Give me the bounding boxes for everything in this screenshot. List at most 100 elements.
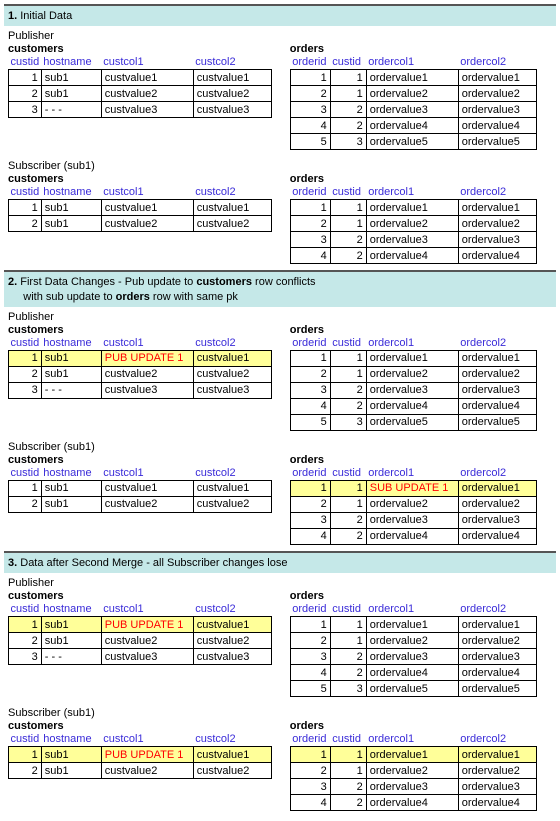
column-header: hostname — [41, 186, 101, 200]
table-row: 32ordervalue3ordervalue3 — [290, 232, 536, 248]
role-block: Publishercustomerscustidhostnamecustcol1… — [4, 307, 556, 437]
table-cell: 3 — [290, 779, 330, 795]
data-table: custidhostnamecustcol1custcol21sub1PUB U… — [8, 603, 272, 665]
table-cell: 4 — [290, 665, 330, 681]
table-cell: custvalue3 — [101, 649, 193, 665]
table-title: customers — [8, 454, 272, 466]
table-cell: 2 — [290, 86, 330, 102]
table-cell: ordervalue5 — [366, 414, 458, 430]
table-cell: ordervalue4 — [458, 795, 536, 811]
table-cell: 3 — [9, 649, 42, 665]
column-header: orderid — [290, 733, 330, 747]
table-row: 2sub1custvalue2custvalue2 — [9, 633, 272, 649]
table-cell: 4 — [290, 528, 330, 544]
table-cell: 3 — [330, 681, 366, 697]
table-row: 11ordervalue1ordervalue1 — [290, 747, 536, 763]
table-title: orders — [290, 590, 537, 602]
data-table: custidhostnamecustcol1custcol21sub1custv… — [8, 467, 272, 513]
section-header: 3. Data after Second Merge - all Subscri… — [4, 551, 556, 573]
table-row: 11ordervalue1ordervalue1 — [290, 350, 536, 366]
column-header: hostname — [41, 337, 101, 351]
data-table: custidhostnamecustcol1custcol21sub1custv… — [8, 186, 272, 232]
table-row: 32ordervalue3ordervalue3 — [290, 779, 536, 795]
table-cell: custvalue1 — [193, 350, 271, 366]
column-header: custid — [330, 337, 366, 351]
column-header: ordercol2 — [458, 733, 536, 747]
table-cell: 2 — [9, 633, 42, 649]
column-header: hostname — [41, 467, 101, 481]
table-cell: ordervalue2 — [366, 633, 458, 649]
table-cell: custvalue1 — [193, 480, 271, 496]
table-cell: ordervalue1 — [458, 350, 536, 366]
table-cell: 3 — [290, 232, 330, 248]
table-row: 2sub1custvalue2custvalue2 — [9, 366, 272, 382]
table-cell: ordervalue2 — [366, 496, 458, 512]
table-cell: ordervalue2 — [366, 763, 458, 779]
orders-wrap: ordersorderidcustidordercol1ordercol211S… — [290, 454, 537, 545]
tables-row: customerscustidhostnamecustcol1custcol21… — [8, 454, 552, 545]
role-block: Subscriber (sub1)customerscustidhostname… — [4, 156, 556, 270]
column-header: custid — [330, 186, 366, 200]
table-cell: SUB UPDATE 1 — [366, 480, 458, 496]
table-cell: ordervalue3 — [366, 512, 458, 528]
table-cell: 2 — [330, 102, 366, 118]
table-cell: custvalue3 — [193, 102, 271, 118]
role-label: Subscriber (sub1) — [8, 707, 552, 719]
table-cell: PUB UPDATE 1 — [101, 350, 193, 366]
table-cell: 2 — [290, 496, 330, 512]
column-header: orderid — [290, 467, 330, 481]
column-header: custcol2 — [193, 467, 271, 481]
table-cell: ordervalue2 — [458, 216, 536, 232]
table-row: 1sub1custvalue1custvalue1 — [9, 200, 272, 216]
table-cell: 3 — [330, 414, 366, 430]
table-cell: 1 — [9, 350, 42, 366]
orders-wrap: ordersorderidcustidordercol1ordercol211o… — [290, 324, 537, 431]
data-table: orderidcustidordercol1ordercol211orderva… — [290, 186, 537, 264]
table-cell: custvalue2 — [101, 86, 193, 102]
table-row: 32ordervalue3ordervalue3 — [290, 102, 536, 118]
table-cell: custvalue3 — [193, 649, 271, 665]
table-cell: 1 — [290, 747, 330, 763]
table-cell: ordervalue1 — [458, 480, 536, 496]
table-cell: 2 — [9, 366, 42, 382]
table-row: 42ordervalue4ordervalue4 — [290, 118, 536, 134]
column-header: ordercol1 — [366, 467, 458, 481]
table-cell: custvalue2 — [193, 86, 271, 102]
table-row: 32ordervalue3ordervalue3 — [290, 382, 536, 398]
table-row: 21ordervalue2ordervalue2 — [290, 86, 536, 102]
table-cell: ordervalue3 — [366, 779, 458, 795]
table-cell: 1 — [290, 480, 330, 496]
table-row: 53ordervalue5ordervalue5 — [290, 414, 536, 430]
table-cell: ordervalue4 — [366, 398, 458, 414]
table-row: 2sub1custvalue2custvalue2 — [9, 86, 272, 102]
table-row: 1sub1PUB UPDATE 1custvalue1 — [9, 747, 272, 763]
table-cell: 2 — [290, 366, 330, 382]
table-cell: sub1 — [41, 747, 101, 763]
table-cell: custvalue1 — [101, 200, 193, 216]
table-cell: ordervalue4 — [366, 118, 458, 134]
customers-wrap: customerscustidhostnamecustcol1custcol21… — [8, 720, 272, 811]
column-header: ordercol1 — [366, 186, 458, 200]
table-row: 3- - -custvalue3custvalue3 — [9, 649, 272, 665]
data-table: orderidcustidordercol1ordercol211orderva… — [290, 56, 537, 150]
column-header: ordercol1 — [366, 56, 458, 70]
customers-wrap: customerscustidhostnamecustcol1custcol21… — [8, 590, 272, 697]
column-header: hostname — [41, 733, 101, 747]
table-cell: sub1 — [41, 496, 101, 512]
column-header: custcol1 — [101, 56, 193, 70]
table-cell: 5 — [290, 681, 330, 697]
column-header: custcol1 — [101, 337, 193, 351]
table-cell: 1 — [330, 633, 366, 649]
table-cell: ordervalue4 — [366, 528, 458, 544]
table-cell: 2 — [330, 665, 366, 681]
table-row: 42ordervalue4ordervalue4 — [290, 528, 536, 544]
table-title: orders — [290, 454, 537, 466]
table-cell: ordervalue3 — [458, 779, 536, 795]
section-header: 1. Initial Data — [4, 4, 556, 26]
table-row: 21ordervalue2ordervalue2 — [290, 496, 536, 512]
table-cell: PUB UPDATE 1 — [101, 617, 193, 633]
table-cell: 1 — [290, 617, 330, 633]
table-cell: custvalue1 — [193, 200, 271, 216]
table-cell: custvalue1 — [101, 480, 193, 496]
column-header: ordercol2 — [458, 337, 536, 351]
